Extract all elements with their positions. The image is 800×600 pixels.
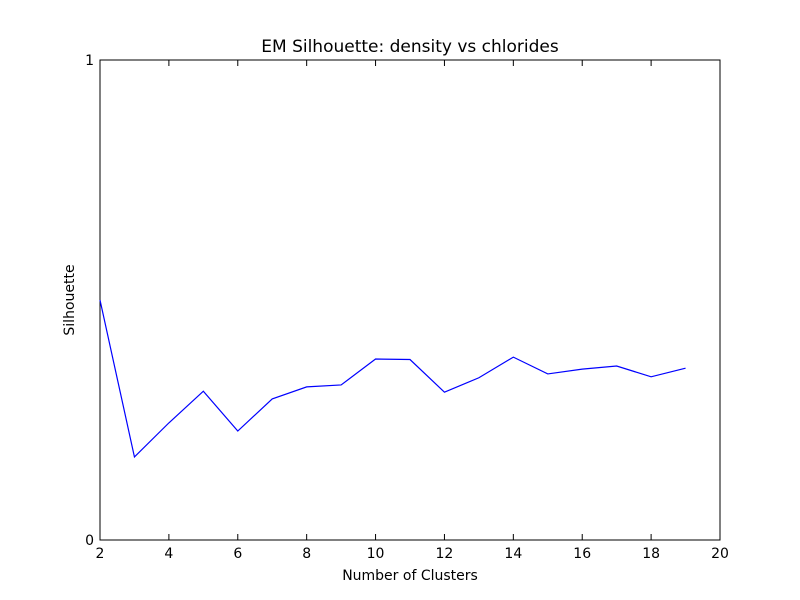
- x-tick-label: 20: [711, 546, 729, 562]
- x-tick-label: 2: [96, 546, 105, 562]
- data-line: [99, 299, 686, 459]
- x-tick-label: 12: [436, 546, 454, 562]
- y-axis-label: Silhouette: [62, 264, 78, 335]
- x-tick-label: 6: [233, 546, 242, 562]
- x-tick-label: 10: [367, 546, 385, 562]
- y-tick-label: 0: [85, 533, 94, 549]
- chart-title: EM Silhouette: density vs chlorides: [261, 37, 559, 57]
- x-tick-label: 14: [504, 546, 522, 562]
- x-axis-label: Number of Clusters: [342, 568, 478, 584]
- x-tick-label: 4: [164, 546, 173, 562]
- x-tick-label: 8: [302, 546, 311, 562]
- x-tick-label: 18: [642, 546, 660, 562]
- y-tick-label: 1: [85, 53, 94, 69]
- x-tick-label: 16: [573, 546, 591, 562]
